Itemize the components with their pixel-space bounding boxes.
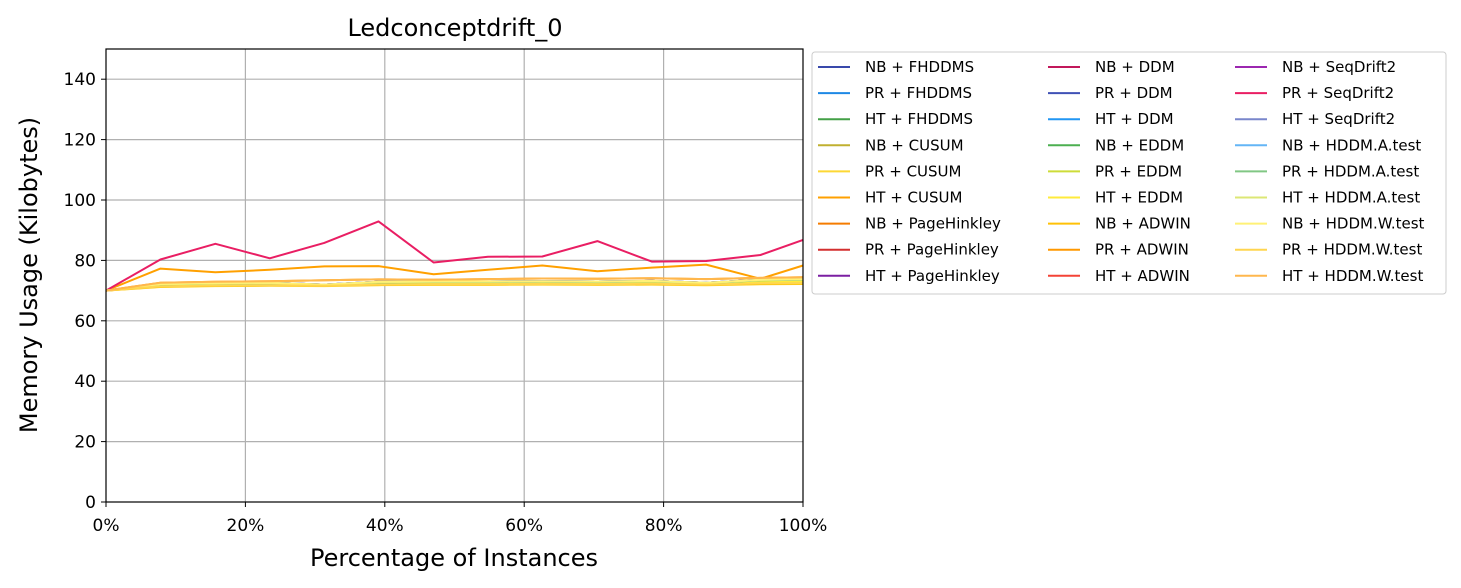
- legend-label: PR + HDDM.W.test: [1282, 241, 1422, 259]
- legend-label: NB + EDDM: [1095, 136, 1184, 154]
- legend-label: PR + EDDM: [1095, 162, 1182, 180]
- legend-box: [811, 51, 1447, 295]
- legend-label: HT + DDM: [1095, 110, 1174, 128]
- legend-label: HT + PageHinkley: [865, 267, 1000, 285]
- series-layer: [105, 220, 804, 292]
- legend-items: NB + FHDDMS PR + FHDDMS HT + FHDDMS NB + CU…: [818, 58, 1425, 285]
- x-tick-label: 40%: [366, 516, 404, 536]
- plot-frame: [105, 48, 804, 503]
- legend-label: NB + CUSUM: [865, 136, 964, 154]
- chart-title: Ledconceptdrift_0: [347, 14, 562, 42]
- grid: [106, 49, 803, 502]
- legend-label: HT + FHDDMS: [865, 110, 973, 128]
- legend-label: HT + EDDM: [1095, 189, 1183, 207]
- series-line: [105, 276, 804, 292]
- x-axis-label: Percentage of Instances: [310, 544, 598, 572]
- y-tick-label: 40: [74, 372, 96, 392]
- legend-label: NB + FHDDMS: [865, 58, 974, 76]
- legend-label: PR + PageHinkley: [865, 241, 999, 259]
- legend-label: HT + CUSUM: [865, 189, 962, 207]
- series-line: [105, 220, 804, 292]
- y-tick-label: 100: [64, 191, 96, 211]
- y-axis-ticks: 0 20 40 60 80 100 120 140: [64, 70, 106, 513]
- legend-label: PR + CUSUM: [865, 162, 961, 180]
- legend-label: PR + FHDDMS: [865, 84, 972, 102]
- y-axis-label: Memory Usage (Kilobytes): [15, 117, 43, 433]
- y-tick-label: 80: [74, 251, 96, 271]
- legend-label: HT + ADWIN: [1095, 267, 1190, 285]
- series-line: [105, 278, 804, 292]
- legend-label: NB + DDM: [1095, 58, 1175, 76]
- legend: NB + FHDDMS PR + FHDDMS HT + FHDDMS NB + CU…: [811, 51, 1447, 295]
- legend-label: PR + ADWIN: [1095, 241, 1189, 259]
- x-tick-label: 0%: [93, 516, 120, 536]
- legend-label: PR + DDM: [1095, 84, 1173, 102]
- legend-label: PR + HDDM.A.test: [1282, 162, 1419, 180]
- x-axis-ticks: 0% 20% 40% 60% 80% 100%: [93, 502, 828, 536]
- series-line: [105, 263, 804, 292]
- legend-label: PR + SeqDrift2: [1282, 84, 1394, 102]
- y-tick-label: 140: [64, 70, 96, 90]
- x-tick-label: 80%: [645, 516, 683, 536]
- y-tick-label: 20: [74, 433, 96, 453]
- legend-label: HT + HDDM.A.test: [1282, 189, 1420, 207]
- series-line: [105, 282, 804, 292]
- x-tick-label: 60%: [505, 516, 543, 536]
- legend-label: NB + HDDM.A.test: [1282, 136, 1421, 154]
- legend-label: HT + SeqDrift2: [1282, 110, 1395, 128]
- y-tick-label: 0: [85, 493, 96, 513]
- x-tick-label: 100%: [779, 516, 828, 536]
- legend-label: NB + HDDM.W.test: [1282, 215, 1425, 233]
- legend-label: NB + SeqDrift2: [1282, 58, 1396, 76]
- legend-label: NB + ADWIN: [1095, 215, 1191, 233]
- x-tick-label: 20%: [227, 516, 265, 536]
- y-tick-label: 120: [64, 131, 96, 151]
- legend-label: NB + PageHinkley: [865, 215, 1001, 233]
- y-tick-label: 60: [74, 312, 96, 332]
- legend-label: HT + HDDM.W.test: [1282, 267, 1423, 285]
